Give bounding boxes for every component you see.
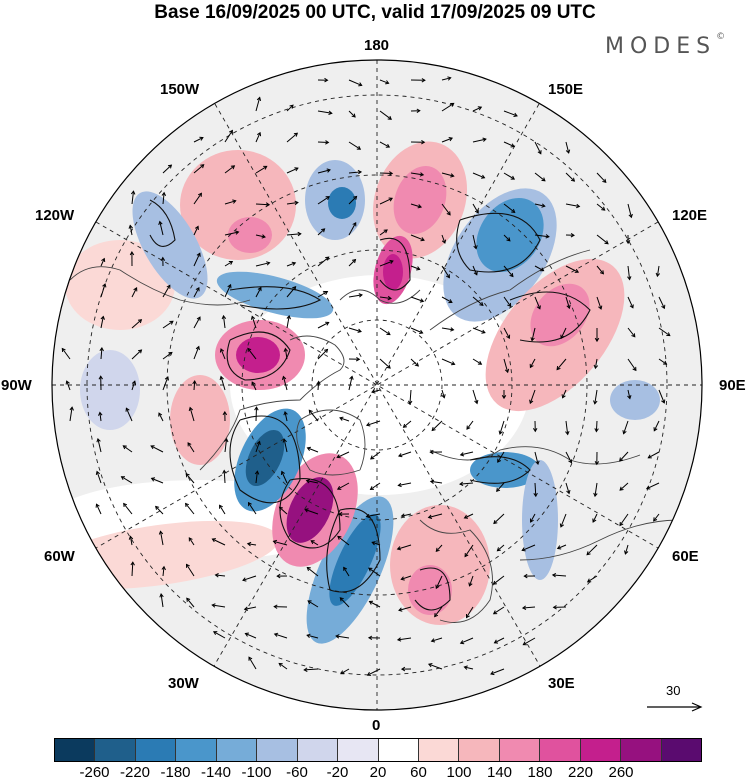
- anomaly-negative-chukchi-core: [328, 187, 356, 219]
- colorbar-segment: [55, 739, 95, 761]
- anomaly-positive-scandinavia-core: [408, 565, 452, 615]
- colorbar-tick-label: -260: [79, 764, 109, 781]
- colorbar-tick-label: -140: [201, 764, 231, 781]
- wind-arrow-shaft: [256, 407, 257, 421]
- anomaly-positive-north-pacific-core: [228, 217, 272, 253]
- colorbar-segment: [136, 739, 176, 761]
- colorbar-segment: [95, 739, 135, 761]
- colorbar-segment: [298, 739, 338, 761]
- lon-label-30e: 30E: [548, 675, 575, 692]
- colorbar-tick-label: -220: [120, 764, 150, 781]
- lon-label-120e: 120E: [672, 207, 707, 224]
- colorbar-segment: [459, 739, 499, 761]
- colorbar-tick-label: 260: [608, 764, 633, 781]
- colorbar-segment: [540, 739, 580, 761]
- colorbar-tick-label: 60: [410, 764, 427, 781]
- map-disc: [37, 60, 702, 710]
- colorbar-tick-label: 180: [527, 764, 552, 781]
- lon-label-60w: 60W: [44, 548, 75, 565]
- lon-label-150w: 150W: [160, 81, 199, 98]
- colorbar-tick-label: -100: [241, 764, 271, 781]
- lon-label-90w: 90W: [1, 377, 32, 394]
- colorbar-tick-label: 220: [568, 764, 593, 781]
- anomaly-positive-hudson-core: [236, 337, 280, 373]
- reference-vector-arrow: [646, 700, 704, 714]
- colorbar-segment: [419, 739, 459, 761]
- anomaly-negative-ural: [610, 380, 660, 420]
- wind-arrow-shaft: [256, 204, 269, 205]
- colorbar-segment: [257, 739, 297, 761]
- wind-arrow-shaft: [380, 173, 392, 174]
- colorbar-segment: [500, 739, 540, 761]
- colorbar-ticks: -260 -220 -180 -140 -100 -60 -20 20 60 100 140 180 2…: [0, 764, 750, 784]
- lon-label-60e: 60E: [672, 548, 699, 565]
- colorbar-segment: [621, 739, 661, 761]
- reference-vector-label: 30: [666, 683, 680, 698]
- colorbar-segment: [379, 739, 419, 761]
- anomaly-positive-central-canada: [170, 375, 230, 465]
- colorbar: [54, 738, 702, 762]
- colorbar-segment: [176, 739, 216, 761]
- lon-label-0: 0: [372, 717, 380, 734]
- colorbar-tick-label: -60: [286, 764, 308, 781]
- colorbar-segment: [581, 739, 621, 761]
- lon-label-90e: 90E: [719, 377, 746, 394]
- colorbar-tick-label: 100: [446, 764, 471, 781]
- colorbar-segment: [217, 739, 257, 761]
- lon-label-120w: 120W: [35, 207, 74, 224]
- lon-label-180: 180: [364, 37, 389, 54]
- colorbar-tick-label: -20: [327, 764, 349, 781]
- colorbar-tick-label: 20: [370, 764, 387, 781]
- colorbar-tick-label: 140: [487, 764, 512, 781]
- anomaly-negative-west-siberia: [522, 460, 558, 580]
- colorbar-segment: [662, 739, 701, 761]
- colorbar-tick-label: -180: [160, 764, 190, 781]
- lon-label-150e: 150E: [548, 81, 583, 98]
- anomaly-positive-laptev-core: [383, 254, 403, 290]
- lon-label-30w: 30W: [168, 675, 199, 692]
- colorbar-segment: [338, 739, 378, 761]
